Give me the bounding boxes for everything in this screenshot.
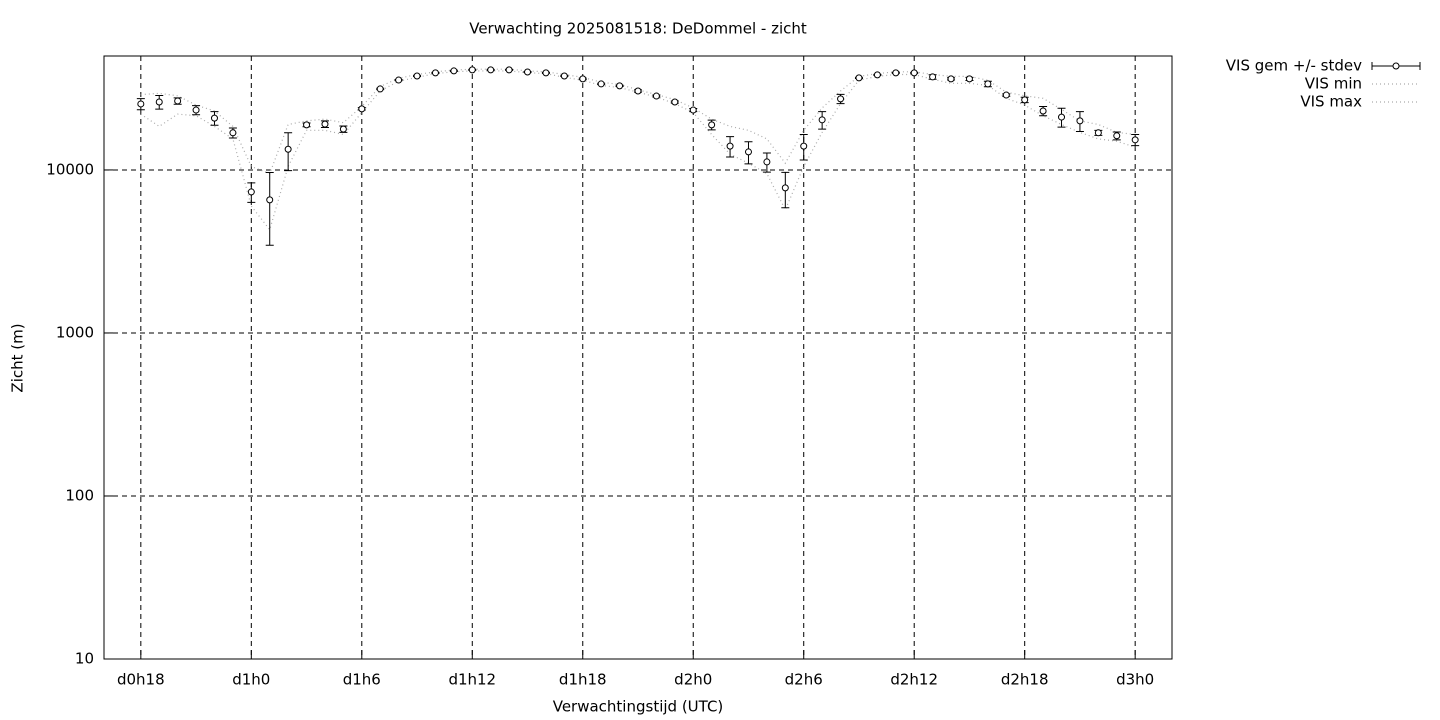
data-point xyxy=(560,72,568,80)
data-point xyxy=(450,67,458,75)
x-tick-label: d2h18 xyxy=(1001,671,1049,689)
data-point xyxy=(266,196,274,204)
data-point xyxy=(1021,96,1029,104)
data-point xyxy=(487,66,495,74)
data-point xyxy=(726,142,734,150)
data-point xyxy=(542,69,550,77)
x-tick-label: d1h18 xyxy=(559,671,607,689)
data-point xyxy=(524,68,532,76)
data-point xyxy=(137,100,145,108)
legend-label: VIS max xyxy=(1300,93,1362,111)
y-tick-label: 100 xyxy=(65,486,94,504)
legend-label: VIS min xyxy=(1305,75,1362,93)
data-point xyxy=(413,72,421,80)
data-point xyxy=(984,80,992,88)
data-point xyxy=(1058,113,1066,121)
x-tick-label: d0h18 xyxy=(117,671,165,689)
data-point xyxy=(965,75,973,83)
data-point xyxy=(174,97,182,105)
data-point xyxy=(579,75,587,83)
x-tick-label: d2h12 xyxy=(890,671,938,689)
y-tick-label: 10000 xyxy=(46,160,94,178)
data-point xyxy=(929,73,937,81)
data-point xyxy=(1039,107,1047,115)
data-point xyxy=(303,121,311,129)
data-point xyxy=(247,188,255,196)
data-point xyxy=(634,87,642,95)
x-tick-label: d3h0 xyxy=(1116,671,1154,689)
data-point xyxy=(910,69,918,77)
data-point xyxy=(210,114,218,122)
data-point xyxy=(855,74,863,82)
range-line xyxy=(140,70,1136,231)
data-point xyxy=(800,142,808,150)
data-point xyxy=(781,184,789,192)
data-point xyxy=(358,105,366,113)
range-line xyxy=(140,68,1136,175)
data-point xyxy=(321,120,329,128)
data-point xyxy=(1131,136,1139,144)
data-point xyxy=(431,69,439,77)
data-point xyxy=(1002,91,1010,99)
data-point xyxy=(376,85,384,93)
y-axis-label: Zicht (m) xyxy=(9,323,27,392)
data-point xyxy=(229,129,237,137)
legend-label: VIS gem +/- stdev xyxy=(1226,57,1362,75)
x-tick-label: d1h6 xyxy=(343,671,381,689)
data-point xyxy=(652,92,660,100)
data-point xyxy=(155,98,163,106)
data-point xyxy=(1076,117,1084,125)
x-tick-label: d1h0 xyxy=(232,671,270,689)
data-point xyxy=(1094,129,1102,137)
data-point xyxy=(744,148,752,156)
chart-title: Verwachting 2025081518: DeDommel - zicht xyxy=(469,20,807,38)
data-point xyxy=(689,106,697,114)
data-point xyxy=(1113,132,1121,140)
plot-frame xyxy=(103,55,1173,660)
data-point xyxy=(192,106,200,114)
data-point xyxy=(671,98,679,106)
error-bar xyxy=(265,171,274,246)
data-point xyxy=(616,82,624,90)
y-tick-label: 10 xyxy=(75,650,94,668)
data-point xyxy=(339,125,347,133)
data-point xyxy=(597,80,605,88)
data-point xyxy=(818,116,826,124)
data-point xyxy=(505,66,513,74)
data-point xyxy=(947,75,955,83)
data-point xyxy=(395,76,403,84)
data-point xyxy=(763,158,771,166)
x-tick-label: d2h6 xyxy=(785,671,823,689)
x-tick-label: d2h0 xyxy=(674,671,712,689)
data-point xyxy=(892,69,900,77)
legend-symbol xyxy=(1392,62,1400,70)
data-point xyxy=(708,121,716,129)
data-point xyxy=(873,71,881,79)
y-tick-label: 1000 xyxy=(56,323,94,341)
data-point xyxy=(284,145,292,153)
x-axis-label: Verwachtingstijd (UTC) xyxy=(553,698,724,716)
data-point xyxy=(468,66,476,74)
x-tick-label: d1h12 xyxy=(448,671,496,689)
data-point xyxy=(837,95,845,103)
